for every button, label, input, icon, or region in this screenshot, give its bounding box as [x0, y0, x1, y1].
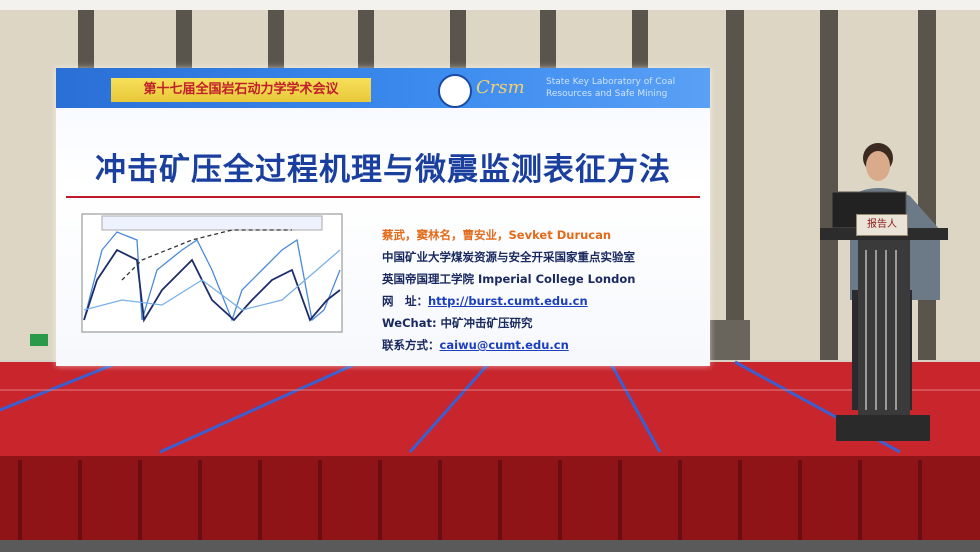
slide-header: 第十七届全国岩石动力学学术会议 Crsm State Key Laborator… [56, 68, 710, 108]
wechat: WeChat: 中矿冲击矿压研究 [382, 316, 533, 330]
lab-logo: Crsm [476, 77, 525, 98]
divider [66, 196, 700, 198]
lab-name: State Key Laboratory of Coal Resources a… [546, 77, 676, 99]
contact-label: 联系方式： [382, 338, 440, 352]
website-line: 网 址：http://burst.cumt.edu.cn [382, 290, 635, 312]
presenter-info: 蔡武，窦林名，曹安业，Sevket Durucan 中国矿业大学煤炭资源与安全开… [382, 224, 635, 356]
authors: 蔡武，窦林名，曹安业，Sevket Durucan [382, 228, 612, 242]
affiliation: 中国矿业大学煤炭资源与安全开采国家重点实验室 [382, 250, 635, 264]
website-label: 网 址： [382, 294, 428, 308]
projection-slide: 第十七届全国岩石动力学学术会议 Crsm State Key Laborator… [56, 68, 710, 366]
contact-email: caiwu@cumt.edu.cn [439, 338, 569, 352]
affiliation: 英国帝国理工学院 Imperial College London [382, 272, 636, 286]
website-link: http://burst.cumt.edu.cn [428, 294, 588, 308]
podium-sign: 报告人 [856, 214, 908, 236]
contact-line: 联系方式：caiwu@cumt.edu.cn [382, 334, 635, 356]
slide-figure [81, 213, 343, 333]
conference-name: 第十七届全国岩石动力学学术会议 [111, 78, 371, 102]
slide-title: 冲击矿压全过程机理与微震监测表征方法 [95, 152, 671, 188]
university-logo [438, 74, 472, 108]
